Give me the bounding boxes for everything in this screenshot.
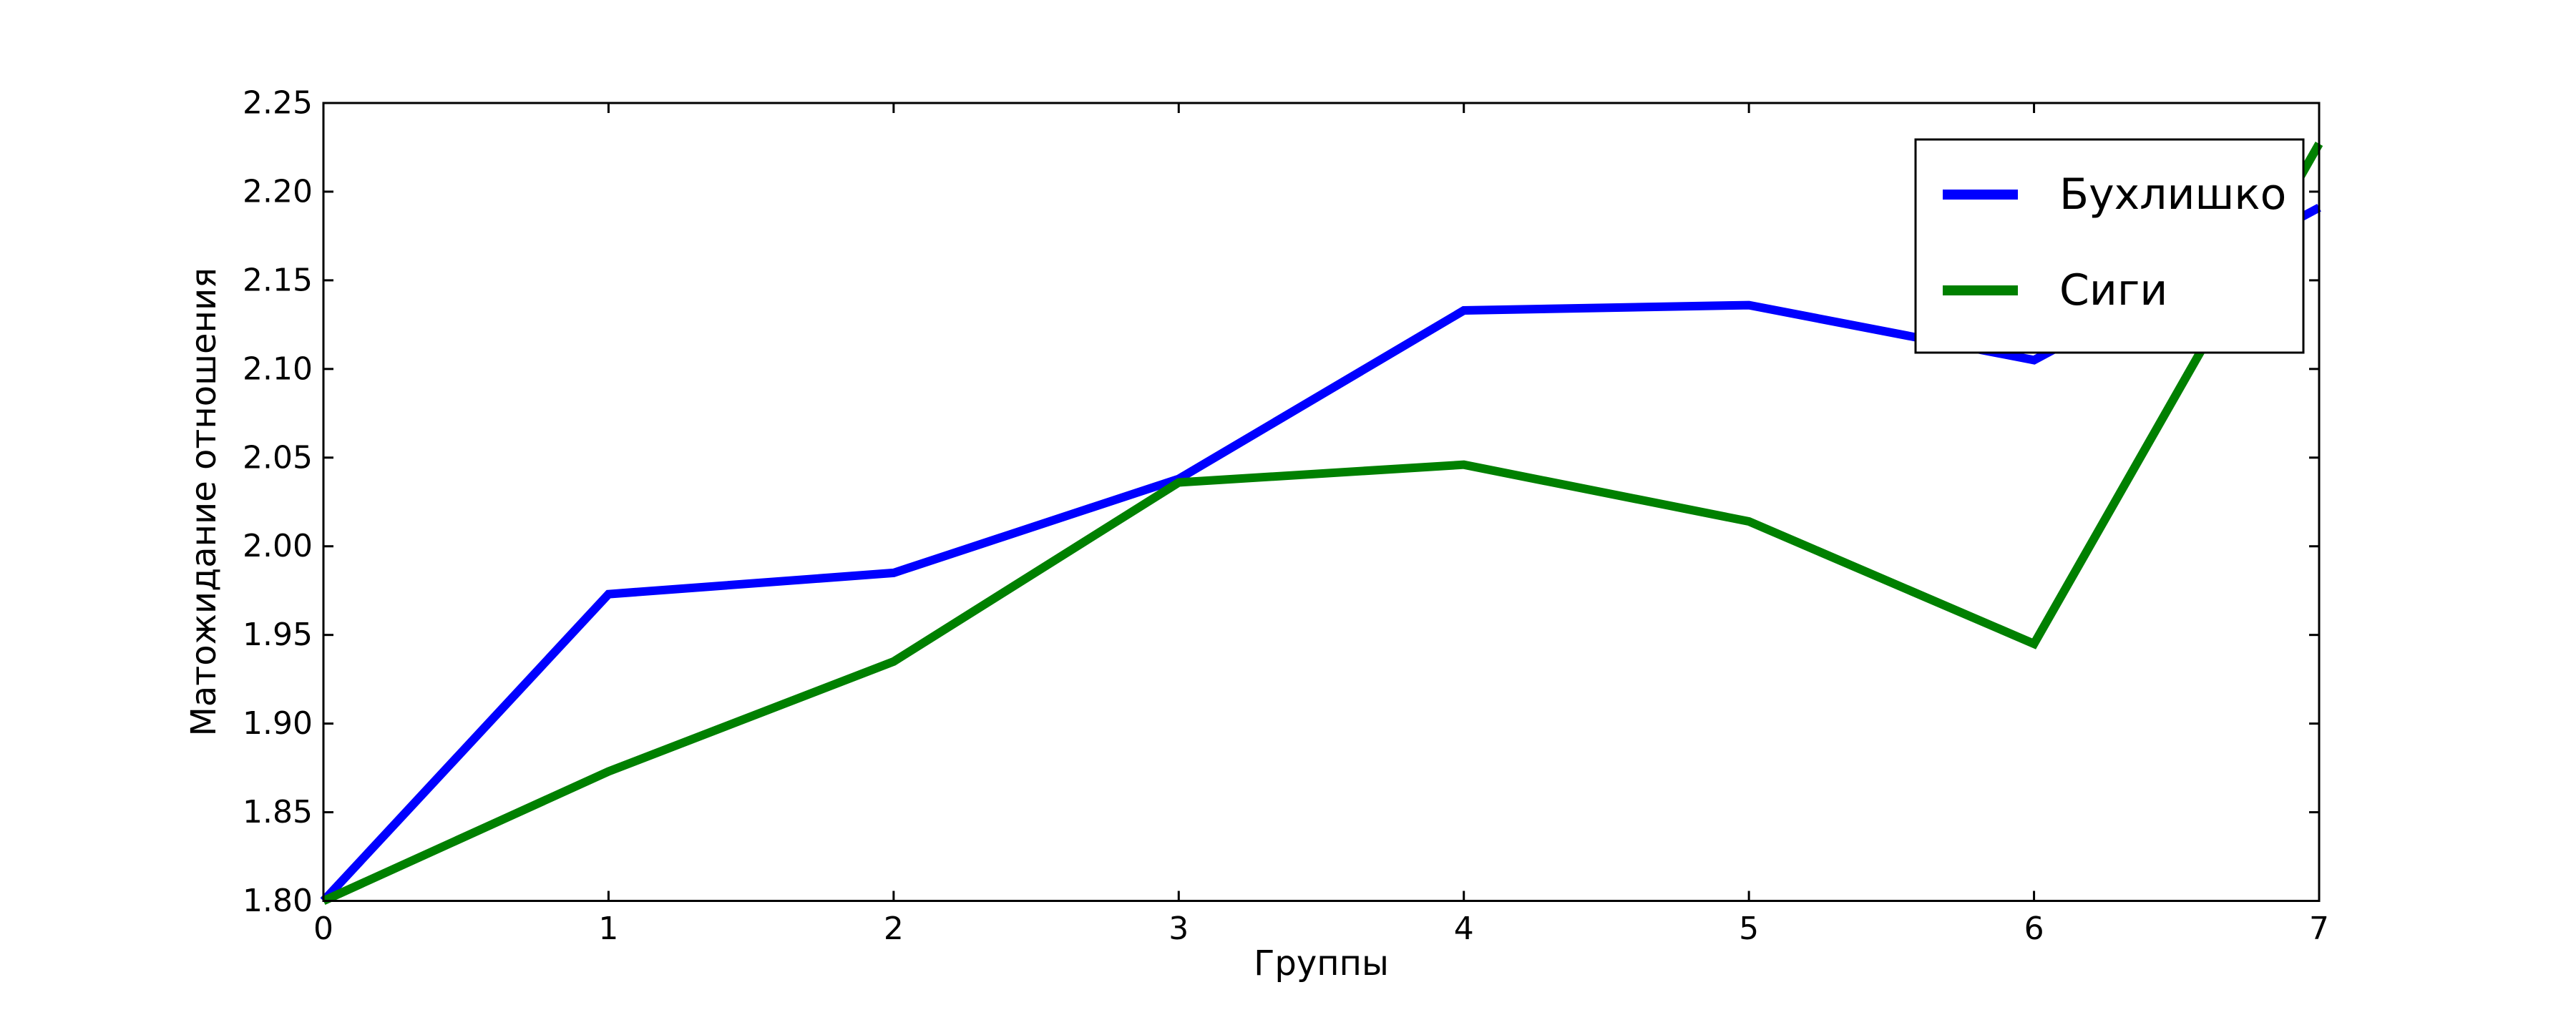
y-tick-label: 2.20 [243,173,313,210]
legend: Бухлишко Сиги [1914,138,2305,354]
y-tick-label: 1.80 [243,883,313,919]
x-tick-label: 6 [2024,911,2044,947]
x-tick-label: 4 [1454,911,1474,947]
legend-label-0: Бухлишко [2059,170,2286,220]
y-tick-label: 1.95 [243,617,313,653]
x-tick-label: 7 [2309,911,2329,947]
x-tick-label: 5 [1739,911,1759,947]
y-tick-label: 2.25 [243,85,313,122]
x-tick-label: 0 [313,911,333,947]
x-tick-label: 1 [598,911,618,947]
y-tick-label: 1.90 [243,705,313,742]
legend-label-1: Сиги [2059,265,2167,315]
x-tick-label: 3 [1169,911,1189,947]
axes-spines [322,102,2321,902]
y-tick-label: 2.05 [243,439,313,476]
legend-box [1914,138,2305,354]
x-axis-title: Группы [1254,943,1389,984]
x-tick-label: 2 [884,911,904,947]
y-tick-label: 2.00 [243,528,313,564]
y-axis-title: Матожидание отношения [184,268,224,737]
y-tick-label: 2.10 [243,350,313,387]
y-tick-label: 1.85 [243,794,313,830]
series-line-1 [321,142,2323,905]
y-tick-label: 2.15 [243,262,313,298]
